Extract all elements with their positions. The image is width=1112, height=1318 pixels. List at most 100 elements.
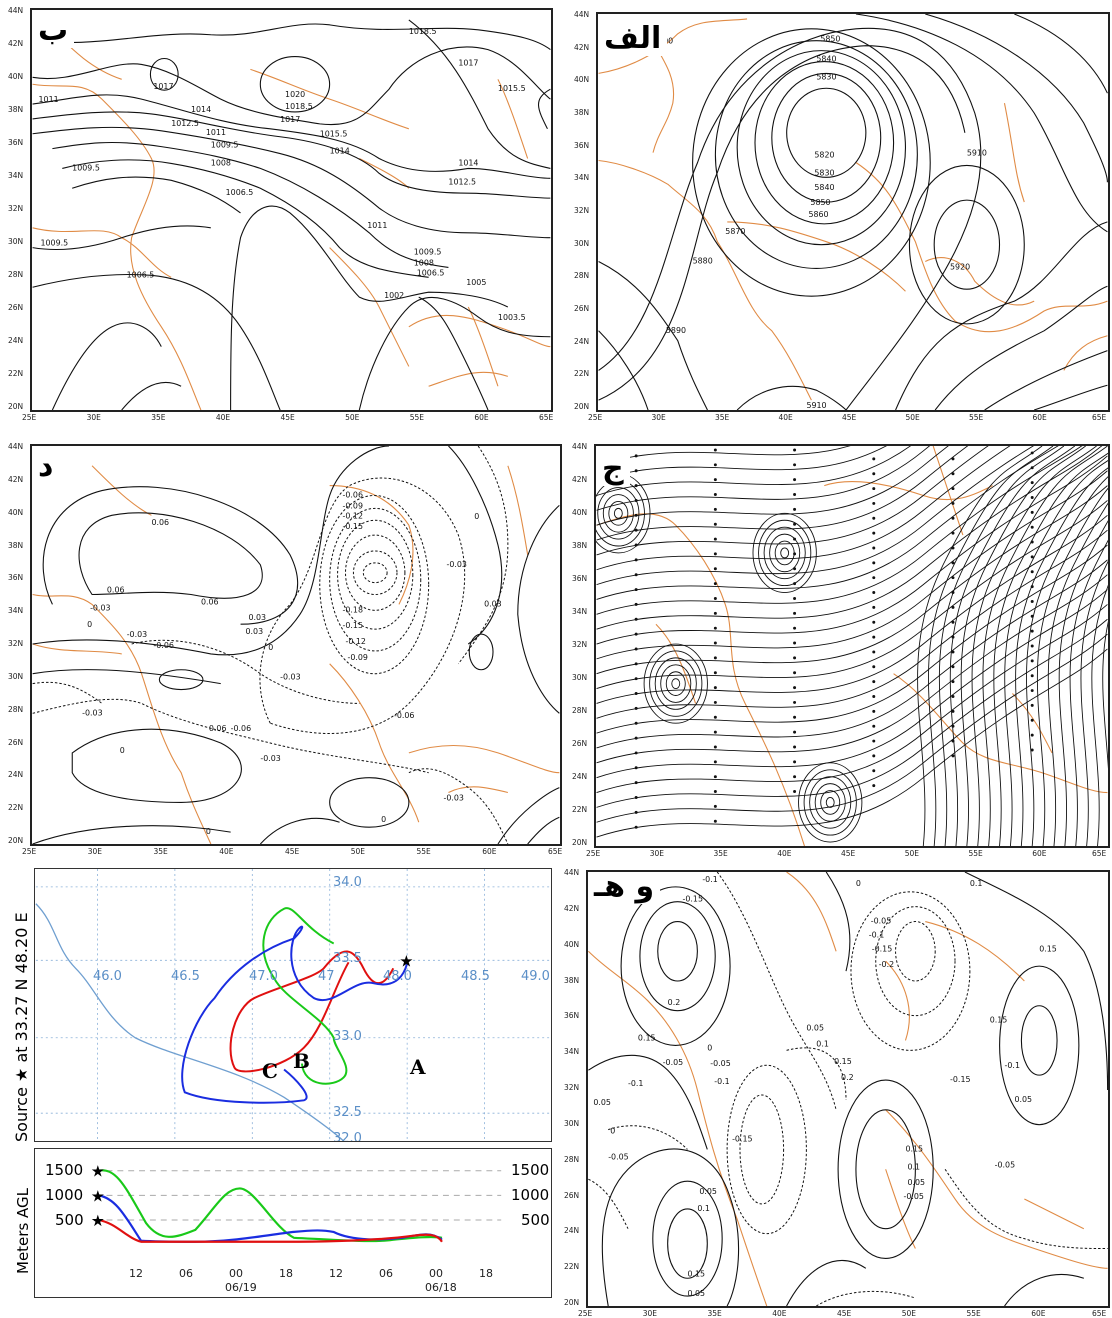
- svg-text:0.03: 0.03: [246, 627, 264, 636]
- time-tick-label: 00: [429, 1267, 443, 1280]
- panel-label-be: ب: [32, 14, 75, 48]
- lon-tick-label: 25E: [22, 847, 37, 856]
- svg-text:-0.03: -0.03: [260, 754, 280, 763]
- svg-text:0.06: 0.06: [107, 586, 125, 595]
- svg-text:-0.15: -0.15: [950, 1075, 970, 1084]
- svg-text:1008: 1008: [211, 158, 231, 167]
- svg-text:1015.5: 1015.5: [498, 84, 526, 93]
- lon-tick-label: 45E: [280, 413, 295, 422]
- lat-tick-label: 32N: [572, 640, 588, 649]
- panel-label-jim: ج: [596, 452, 630, 486]
- lon-tick-label: 50E: [904, 849, 920, 858]
- time-tick-label: 12: [129, 1267, 143, 1280]
- star-icon: ★: [91, 1162, 105, 1181]
- lon-tick-label: 35E: [151, 413, 166, 422]
- svg-text:0.2: 0.2: [841, 1073, 854, 1082]
- height-grid: [106, 1170, 502, 1221]
- svg-text:0.05: 0.05: [699, 1187, 717, 1196]
- lat-tick-label: 44N: [574, 10, 590, 19]
- lon-tick-label: 65E: [1092, 1309, 1107, 1318]
- svg-text:-0.05: -0.05: [710, 1059, 730, 1068]
- lat-tick-label: 26N: [8, 737, 24, 747]
- lon-tick-label: 40E: [778, 413, 793, 422]
- lat-tick-label: 24N: [564, 1226, 580, 1236]
- streamlines: [596, 446, 1108, 846]
- lon-tick-label: 55E: [969, 413, 984, 422]
- svg-text:1005: 1005: [466, 278, 486, 287]
- svg-text:1011: 1011: [206, 128, 226, 137]
- svg-text:0.03: 0.03: [248, 613, 266, 622]
- svg-text:1014: 1014: [191, 105, 211, 114]
- svg-text:0.05: 0.05: [1014, 1095, 1032, 1104]
- svg-text:1014: 1014: [458, 158, 478, 167]
- traj-lon-label: 48.5: [461, 969, 490, 984]
- date-label: 06/18: [425, 1281, 457, 1294]
- lon-tick-label: 40E: [772, 1309, 787, 1318]
- star-icon: ★: [91, 1211, 105, 1230]
- height-star-icons: ★ ★ ★: [91, 1162, 105, 1230]
- lat-tick-label: 38N: [8, 540, 24, 550]
- traj-lon-label: 47: [318, 969, 335, 984]
- lon-tick-label: 65E: [539, 413, 554, 422]
- map-panel-be: 1018.5 1017 1015.5 1017 1020 1018.5 1017…: [30, 8, 553, 412]
- svg-text:5850: 5850: [820, 35, 840, 44]
- svg-text:0: 0: [120, 746, 125, 755]
- svg-text:-0.06: -0.06: [231, 724, 251, 733]
- lon-tick-label: 45E: [285, 847, 300, 856]
- svg-text:5840: 5840: [814, 183, 834, 192]
- isobar-labels: 1018.5 1017 1015.5 1017 1020 1018.5 1017…: [39, 27, 526, 322]
- trajectory-source-title: Source ★ at 33.27 N 48.20 E: [12, 912, 31, 1142]
- trajectory-c: [181, 925, 409, 1104]
- map-panel-jim: ج: [594, 444, 1110, 848]
- svg-text:0.05: 0.05: [907, 1178, 925, 1187]
- border-line: [35, 903, 345, 1141]
- svg-text:-0.1: -0.1: [714, 1077, 729, 1086]
- svg-text:5850: 5850: [810, 198, 830, 207]
- map-panel-he-vav: -0.1 -0.15 0 0.1 0.15 0.2 0.15 -0.1 -0.0…: [586, 870, 1110, 1308]
- svg-text:-0.05: -0.05: [608, 1152, 628, 1161]
- svg-text:-0.05: -0.05: [903, 1192, 923, 1201]
- lat-tick-label: 22N: [8, 803, 24, 813]
- lat-tick-label: 40N: [572, 508, 588, 517]
- map-panel-alef: 5900 5850 5840 5830 5820 5830 5840 5850 …: [596, 12, 1110, 412]
- traj-lat-label: 32.5: [333, 1105, 362, 1120]
- height-axis-title: Meters AGL: [14, 1187, 32, 1274]
- time-tick-label: 18: [279, 1267, 293, 1280]
- svg-text:5830: 5830: [816, 72, 836, 81]
- panel-label-alef: الف: [598, 22, 668, 56]
- lat-tick-label: 28N: [8, 270, 24, 279]
- time-tick-label: 06: [379, 1267, 393, 1280]
- svg-text:1018.5: 1018.5: [409, 27, 437, 36]
- svg-text:5910: 5910: [967, 149, 987, 158]
- svg-text:1018.5: 1018.5: [285, 102, 313, 111]
- lat-tick-label: 30N: [574, 238, 590, 248]
- lat-tick-label: 34N: [564, 1047, 580, 1057]
- svg-text:5840: 5840: [816, 55, 836, 64]
- lat-tick-label: 28N: [574, 271, 590, 281]
- lat-tick-label: 36N: [574, 140, 590, 150]
- svg-text:5910: 5910: [806, 401, 826, 410]
- svg-text:1017: 1017: [280, 115, 300, 124]
- svg-text:0.03: 0.03: [484, 599, 502, 608]
- trajectory-plot: ★: [35, 869, 551, 1141]
- coastlines: [32, 465, 560, 844]
- svg-text:-0.12: -0.12: [343, 511, 363, 520]
- panel-label-he-vav: و هـ: [588, 872, 661, 904]
- svg-text:0: 0: [707, 1043, 712, 1052]
- lon-tick-label: 50E: [345, 413, 360, 422]
- svg-text:1011: 1011: [367, 221, 387, 230]
- svg-text:1020: 1020: [285, 90, 305, 99]
- time-tick-label: 18: [479, 1267, 493, 1280]
- svg-text:0.1: 0.1: [816, 1039, 829, 1048]
- lon-tick-label: 50E: [905, 413, 920, 422]
- svg-text:-0.15: -0.15: [343, 621, 363, 630]
- lon-tick-label: 25E: [22, 413, 37, 422]
- svg-text:0.05: 0.05: [806, 1024, 824, 1033]
- lat-tick-label: 24N: [8, 336, 24, 345]
- lon-tick-label: 30E: [642, 1309, 658, 1318]
- time-tick-label: 00: [229, 1267, 243, 1280]
- lon-tick-label: 35E: [153, 847, 168, 856]
- star-icon: ★: [91, 1186, 105, 1205]
- svg-text:0.06: 0.06: [151, 518, 169, 527]
- svg-text:-0.18: -0.18: [343, 605, 363, 614]
